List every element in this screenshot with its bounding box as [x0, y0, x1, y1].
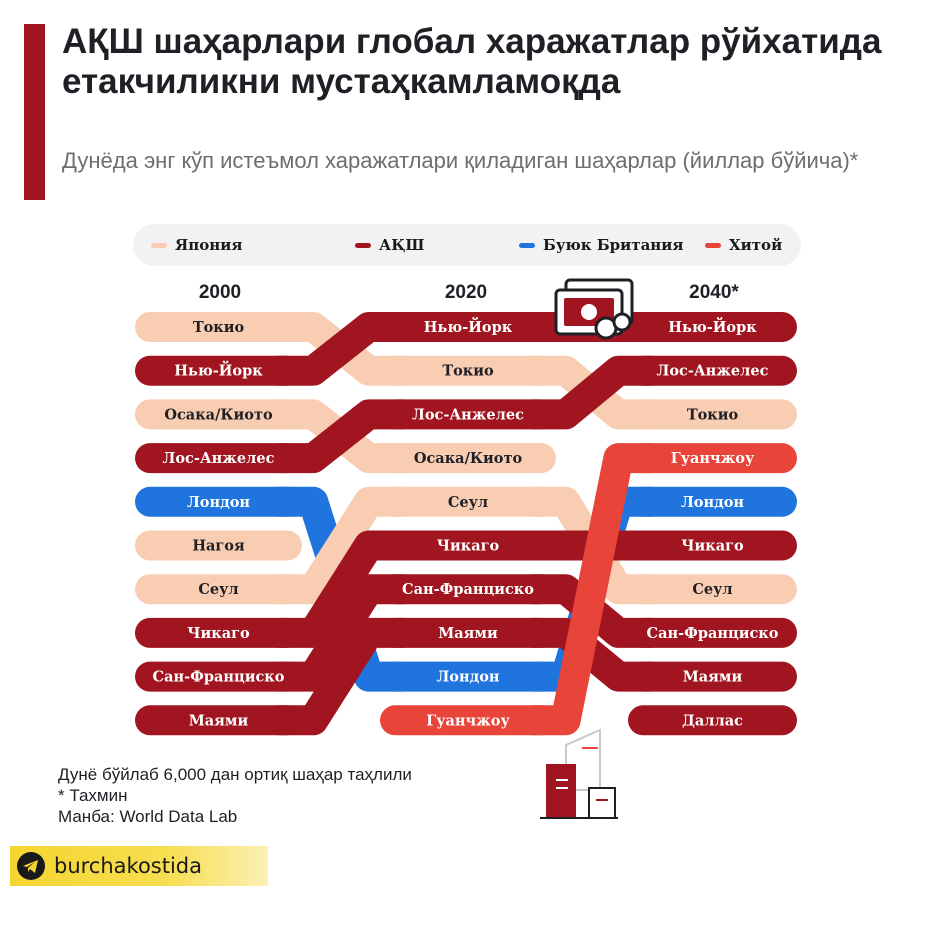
city-label-4-0: Лондон	[187, 494, 250, 511]
city-label-2-1: Осака/Киото	[414, 450, 523, 467]
pill-1-2	[628, 312, 797, 342]
pill-8-2	[628, 617, 797, 648]
legend-item-usa: АҚШ	[355, 224, 424, 266]
pill-3-1	[380, 399, 556, 430]
pill-3-0	[135, 443, 302, 474]
city-label-0-2: Токио	[687, 406, 739, 423]
city-label-9-0: Маями	[189, 712, 249, 729]
city-label-3-2: Лос-Анжелес	[657, 363, 769, 380]
city-label-3-1: Лос-Анжелес	[412, 406, 524, 423]
buildings-icon	[540, 728, 618, 819]
legend-swatch-uk	[519, 242, 535, 248]
footnote-analysis: Дунё бўйлаб 6,000 дан ортиқ шаҳар таҳлил…	[58, 765, 412, 784]
city-label-1-1: Нью-Йорк	[424, 317, 513, 336]
city-label-10-1: Гуанчжоу	[426, 712, 510, 729]
pill-4-0	[135, 486, 302, 517]
city-label-8-2: Сан-Франциско	[647, 625, 779, 642]
city-label-8-0: Сан-Франциско	[153, 669, 285, 686]
legend-item-uk: Буюк Британия	[519, 224, 684, 266]
pill-8-1	[380, 574, 556, 605]
legend-swatch-china	[705, 242, 721, 248]
pill-2-1	[380, 443, 556, 474]
year-label-2000: 2000	[198, 282, 242, 303]
pill-7-1	[380, 530, 556, 561]
chart-labels: Токио Токио Токио Нью-Йорк Нью-Йорк Нью-Йорк О…	[153, 317, 779, 729]
pill-2-0	[135, 399, 302, 430]
pill-7-0	[135, 617, 302, 648]
city-label-11-2: Даллас	[682, 712, 743, 729]
pill-5-0	[135, 530, 302, 561]
footnote-estimate: * Тахмин	[58, 786, 128, 805]
pill-6-2	[628, 574, 797, 605]
pill-8-0	[135, 661, 302, 692]
chart-subtitle: Дунёда энг кўп истеъмол харажатлари қила…	[62, 148, 859, 173]
pill-4-2	[628, 486, 797, 517]
pill-6-0	[135, 574, 302, 605]
city-label-6-2: Сеул	[692, 581, 732, 598]
city-label-0-0: Токио	[193, 319, 245, 336]
year-label-2040: 2040*	[689, 282, 739, 303]
pill-0-0	[135, 312, 302, 342]
legend-label-japan: Япония	[175, 236, 243, 254]
city-label-4-1: Лондон	[436, 669, 499, 686]
chart-title: АҚШ шаҳарлари глобал харажатлар рўйхатид…	[62, 22, 882, 101]
pill-4-1	[380, 661, 556, 692]
city-label-10-2: Гуанчжоу	[671, 450, 755, 467]
city-label-0-1: Токио	[442, 363, 494, 380]
chart-links	[278, 312, 652, 736]
footnote-source: Манба: World Data Lab	[58, 807, 238, 826]
chart-pills	[135, 312, 797, 736]
pill-10-2	[628, 443, 797, 474]
year-label-2020: 2020	[444, 282, 488, 303]
city-label-1-0: Нью-Йорк	[174, 361, 263, 380]
pill-3-2	[628, 355, 797, 386]
footnotes: Дунё бўйлаб 6,000 дан ортиқ шаҳар таҳлил…	[58, 764, 518, 827]
legend-label-usa: АҚШ	[379, 236, 425, 254]
pill-1-0	[135, 355, 302, 386]
pill-10-1	[380, 705, 556, 736]
pill-1-1	[380, 312, 556, 342]
pill-6-1	[380, 486, 556, 517]
city-label-7-2: Чикаго	[681, 538, 744, 555]
city-label-6-1: Сеул	[448, 494, 488, 511]
city-label-2-0: Осака/Киото	[164, 406, 273, 423]
pill-0-1	[380, 355, 556, 386]
legend-swatch-usa	[355, 242, 371, 248]
telegram-icon	[17, 852, 45, 880]
city-label-9-2: Маями	[683, 669, 743, 686]
legend: Япония АҚШ Буюк Британия Хитой	[133, 224, 801, 266]
city-label-9-1: Маями	[438, 625, 498, 642]
legend-label-uk: Буюк Британия	[543, 236, 684, 254]
legend-item-japan: Япония	[151, 224, 242, 266]
city-label-5-0: Нагоя	[192, 538, 245, 555]
pill-9-2	[628, 661, 797, 692]
city-label-1-2: Нью-Йорк	[668, 317, 757, 336]
city-label-8-1: Сан-Франциско	[402, 581, 534, 598]
city-label-7-0: Чикаго	[187, 625, 250, 642]
city-label-6-0: Сеул	[198, 581, 238, 598]
money-icon	[554, 278, 634, 340]
pill-9-0	[135, 705, 302, 736]
pill-7-2	[628, 530, 797, 561]
city-label-4-2: Лондон	[681, 494, 744, 511]
pill-9-1	[380, 617, 556, 648]
city-label-7-1: Чикаго	[437, 538, 500, 555]
pill-11-2	[628, 705, 797, 736]
telegram-channel-name: burchakostida	[54, 854, 203, 878]
telegram-channel-link[interactable]: burchakostida	[10, 846, 268, 886]
legend-item-china: Хитой	[705, 224, 782, 266]
title-accent-bar	[24, 24, 45, 200]
city-label-3-0: Лос-Анжелес	[163, 450, 275, 467]
legend-swatch-japan	[151, 242, 167, 248]
legend-label-china: Хитой	[729, 236, 783, 254]
pill-0-2	[628, 399, 797, 430]
